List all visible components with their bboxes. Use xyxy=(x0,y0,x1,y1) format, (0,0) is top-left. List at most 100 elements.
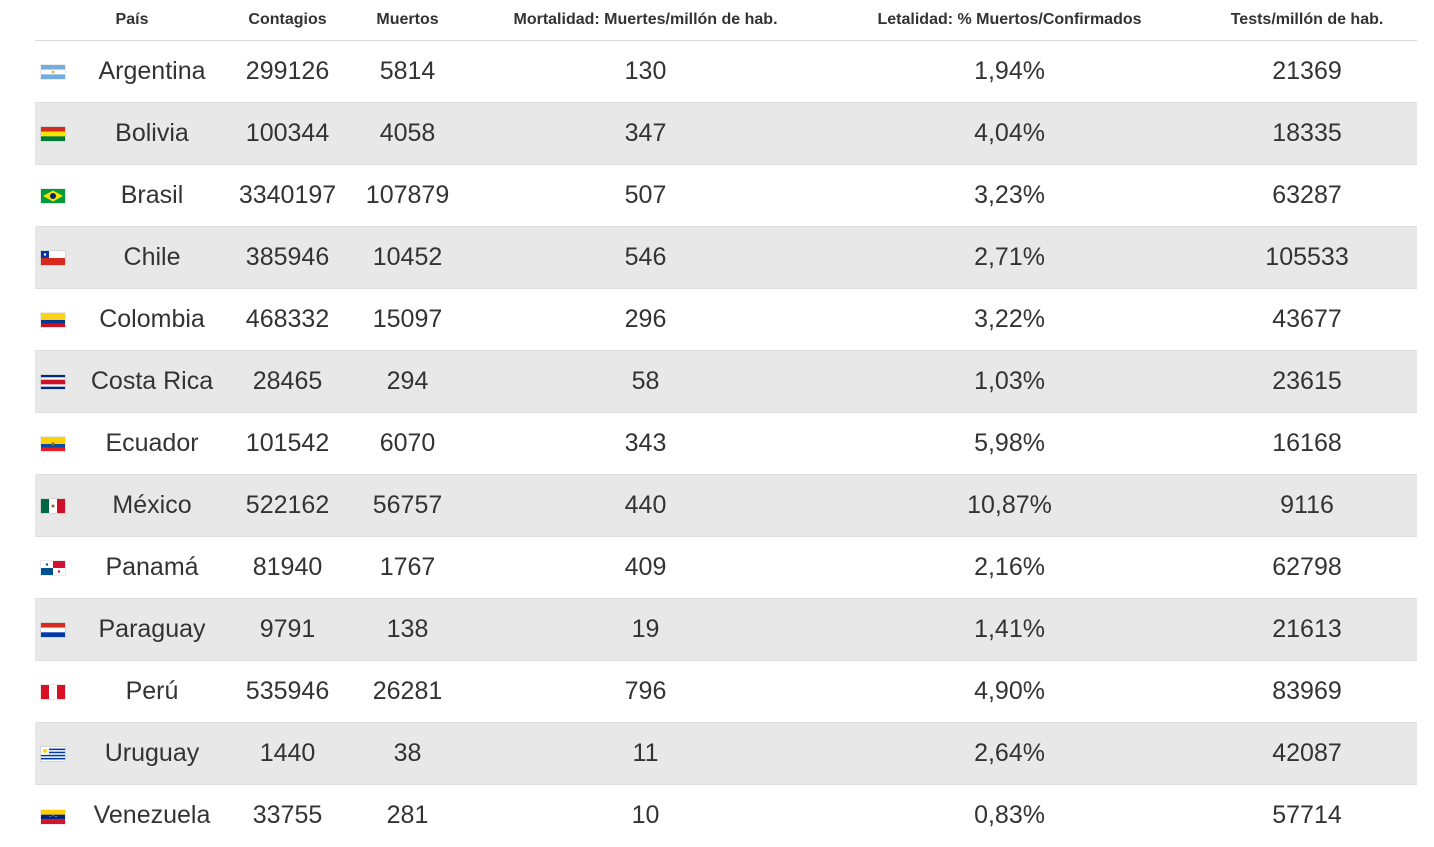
table-body: Argentina 299126 5814 130 1,94% 21369 Bo… xyxy=(35,40,1418,847)
contagios-value: 9791 xyxy=(229,598,347,661)
muertos-value: 4058 xyxy=(346,102,470,165)
uruguay-flag-icon xyxy=(41,747,65,762)
mortalidad-value: 546 xyxy=(469,226,823,289)
country-name: Argentina xyxy=(75,40,230,103)
flag-cell xyxy=(35,474,75,537)
table-row: México 522162 56757 440 10,87% 9116 xyxy=(35,474,1418,537)
letalidad-value: 4,90% xyxy=(822,660,1198,723)
country-name: Brasil xyxy=(75,164,230,227)
mortalidad-value: 409 xyxy=(469,536,823,599)
letalidad-value: 3,23% xyxy=(822,164,1198,227)
country-name: Ecuador xyxy=(75,412,230,475)
tests-value: 16168 xyxy=(1197,412,1418,475)
contagios-value: 522162 xyxy=(229,474,347,537)
venezuela-flag-icon xyxy=(41,809,65,824)
contagios-value: 1440 xyxy=(229,722,347,785)
table-row: Uruguay 1440 38 11 2,64% 42087 xyxy=(35,722,1418,785)
table-row: Argentina 299126 5814 130 1,94% 21369 xyxy=(35,40,1418,103)
column-header-muertos[interactable]: Muertos xyxy=(346,0,470,41)
contagios-value: 28465 xyxy=(229,350,347,413)
flag-cell xyxy=(35,102,75,165)
tests-value: 105533 xyxy=(1197,226,1418,289)
muertos-value: 6070 xyxy=(346,412,470,475)
muertos-value: 107879 xyxy=(346,164,470,227)
muertos-value: 281 xyxy=(386,801,429,830)
tests-value: 18335 xyxy=(1197,102,1418,165)
table-row: Ecuador 101542 6070 343 5,98% 16168 xyxy=(35,412,1418,475)
bolivia-flag-icon xyxy=(41,127,65,142)
muertos-value: 56757 xyxy=(346,474,470,537)
table-row: Panamá 81940 1767 409 2,16% 62798 xyxy=(35,536,1418,599)
brasil-flag-icon xyxy=(41,189,65,204)
letalidad-value: 4,04% xyxy=(822,102,1198,165)
letalidad-value: 1,94% xyxy=(822,40,1198,103)
country-name: Uruguay xyxy=(75,722,230,785)
table-header-row: País Contagios Muertos Mortalidad: Muert… xyxy=(35,0,1418,41)
table-row: Chile 385946 10452 546 2,71% 105533 xyxy=(35,226,1418,289)
mortalidad-value: 58 xyxy=(469,350,823,413)
flag-cell xyxy=(35,660,75,723)
letalidad-value: 2,16% xyxy=(822,536,1198,599)
letalidad-value: 10,87% xyxy=(822,474,1198,537)
costa-rica-flag-icon xyxy=(41,375,65,390)
column-header-country[interactable]: País xyxy=(35,0,230,41)
country-name: Panamá xyxy=(75,536,230,599)
column-header-tests[interactable]: Tests/millón de hab. xyxy=(1197,0,1418,41)
tests-value: 23615 xyxy=(1197,350,1418,413)
muertos-value: 138 xyxy=(346,598,470,661)
tests-value: 42087 xyxy=(1197,722,1418,785)
panama-flag-icon xyxy=(41,561,65,576)
flag-cell xyxy=(35,226,75,289)
argentina-flag-icon xyxy=(41,65,65,80)
table-row: Costa Rica 28465 294 58 1,03% 23615 xyxy=(35,350,1418,413)
tests-value: 21613 xyxy=(1197,598,1418,661)
table-row: Bolivia 100344 4058 347 4,04% 18335 xyxy=(35,102,1418,165)
flag-cell xyxy=(35,350,75,413)
mexico-flag-icon xyxy=(41,499,65,514)
table-row: Venezuela 33755 281 10 0,83% 57714 xyxy=(35,785,1417,847)
column-header-letalidad[interactable]: Letalidad: % Muertos/Confirmados xyxy=(822,0,1198,41)
muertos-value: 1767 xyxy=(346,536,470,599)
muertos-value: 294 xyxy=(346,350,470,413)
letalidad-value: 5,98% xyxy=(822,412,1198,475)
tests-value: 62798 xyxy=(1197,536,1418,599)
contagios-value: 385946 xyxy=(229,226,347,289)
country-name: Colombia xyxy=(75,288,230,351)
mortalidad-value: 343 xyxy=(469,412,823,475)
letalidad-value: 2,64% xyxy=(822,722,1198,785)
contagios-value: 81940 xyxy=(229,536,347,599)
country-name: México xyxy=(75,474,230,537)
contagios-value: 3340197 xyxy=(229,164,347,227)
contagios-value: 100344 xyxy=(229,102,347,165)
contagios-value: 535946 xyxy=(229,660,347,723)
contagios-value: 101542 xyxy=(229,412,347,475)
column-header-contagios[interactable]: Contagios xyxy=(229,0,347,41)
chile-flag-icon xyxy=(41,251,65,266)
muertos-value: 26281 xyxy=(346,660,470,723)
table-row: Brasil 3340197 107879 507 3,23% 63287 xyxy=(35,164,1418,227)
flag-cell xyxy=(35,40,75,103)
mortalidad-value: 507 xyxy=(469,164,823,227)
flag-cell xyxy=(35,288,75,351)
contagios-value: 299126 xyxy=(229,40,347,103)
mortalidad-value: 347 xyxy=(469,102,823,165)
country-name: Costa Rica xyxy=(75,350,230,413)
tests-value: 9116 xyxy=(1197,474,1418,537)
table-row: Paraguay 9791 138 19 1,41% 21613 xyxy=(35,598,1418,661)
colombia-flag-icon xyxy=(41,313,65,328)
mortalidad-value: 10 xyxy=(631,801,660,830)
mortalidad-value: 796 xyxy=(469,660,823,723)
letalidad-value: 2,71% xyxy=(822,226,1198,289)
flag-cell xyxy=(35,164,75,227)
muertos-value: 15097 xyxy=(346,288,470,351)
paraguay-flag-icon xyxy=(41,623,65,638)
column-header-mortalidad[interactable]: Mortalidad: Muertes/millón de hab. xyxy=(469,0,823,41)
ecuador-flag-icon xyxy=(41,437,65,452)
muertos-value: 10452 xyxy=(346,226,470,289)
tests-value: 83969 xyxy=(1197,660,1418,723)
covid-data-table-container: País Contagios Muertos Mortalidad: Muert… xyxy=(35,0,1418,847)
country-name: Venezuela xyxy=(93,801,211,830)
covid-data-table: País Contagios Muertos Mortalidad: Muert… xyxy=(35,0,1418,847)
letalidad-value: 3,22% xyxy=(822,288,1198,351)
country-name: Chile xyxy=(75,226,230,289)
